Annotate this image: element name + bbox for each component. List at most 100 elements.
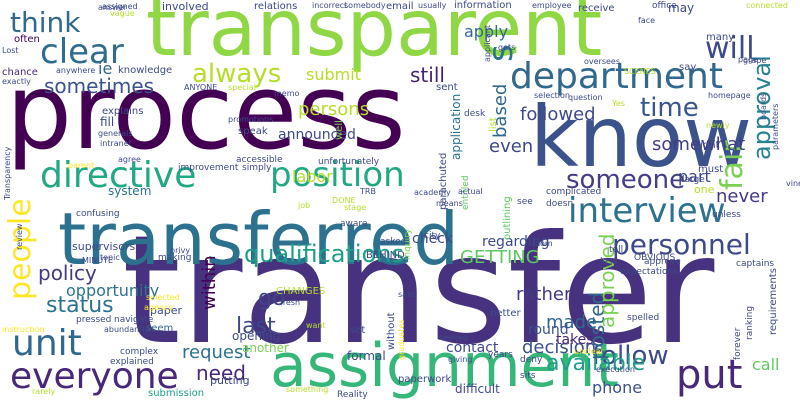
word: everyone: [10, 356, 179, 397]
word: department: [510, 56, 723, 97]
word: city: [424, 231, 441, 241]
word: question: [568, 93, 603, 102]
word: giving: [448, 355, 472, 364]
word: tell: [609, 245, 623, 255]
word: topic: [100, 253, 120, 262]
word: Reality: [337, 390, 368, 400]
word: aware: [340, 219, 368, 229]
word: abundantly: [104, 325, 150, 334]
word: large: [682, 175, 705, 185]
word: email: [386, 1, 414, 12]
word: may: [668, 1, 694, 15]
word: somewhat: [652, 134, 745, 155]
word: selected: [146, 293, 180, 302]
word: many: [706, 32, 734, 43]
word: outlining: [502, 196, 513, 240]
word: unfortunately: [318, 157, 380, 167]
word: rarely: [32, 387, 55, 396]
word: announced: [278, 127, 356, 143]
word: made: [546, 312, 597, 333]
word: fair: [715, 140, 750, 190]
word: page: [738, 55, 758, 64]
word: simply: [242, 163, 272, 173]
word: gets: [498, 43, 515, 52]
word: usually: [418, 1, 447, 10]
word: entitled: [461, 175, 471, 210]
word: follow: [592, 341, 669, 371]
word: difficult: [455, 382, 500, 396]
word: think: [10, 6, 81, 39]
word: one: [694, 183, 715, 196]
word: needed: [438, 333, 468, 342]
word: applicant: [483, 25, 492, 62]
word: pressed: [76, 315, 111, 325]
word: newly: [706, 121, 730, 130]
word: assigned: [102, 2, 138, 11]
word: navigate: [114, 315, 154, 325]
word: information: [454, 0, 512, 11]
word: want: [306, 321, 326, 330]
word: parachuted: [438, 153, 449, 210]
word: position: [270, 155, 405, 195]
word: unit: [12, 323, 82, 364]
word: parameters: [771, 104, 780, 150]
word: unless: [712, 210, 741, 220]
word: know: [530, 88, 752, 186]
word: SCENES: [624, 67, 656, 76]
word: less: [600, 257, 618, 267]
word: qualifications: [244, 240, 404, 268]
word: MINUTE: [82, 256, 113, 265]
word: deny: [520, 355, 543, 365]
word: decision: [522, 337, 596, 358]
word: never: [716, 186, 768, 207]
word: opening: [232, 329, 281, 343]
word: list: [488, 117, 499, 132]
word: another: [242, 341, 289, 355]
word: inquiry: [403, 228, 413, 260]
word: explains: [102, 106, 143, 117]
word: transparent: [146, 0, 602, 74]
word: explained: [110, 357, 154, 367]
word: receive: [578, 3, 615, 14]
word: OBVIOUS: [634, 253, 675, 263]
word: paperwork: [398, 374, 451, 385]
word: memo: [274, 89, 300, 98]
word: involved: [162, 0, 209, 13]
word: oversees: [584, 57, 620, 66]
word: followed: [520, 104, 596, 125]
word: promotions: [228, 115, 273, 124]
word: time: [640, 93, 699, 123]
word: exactly: [2, 77, 31, 86]
word: forever: [733, 327, 743, 360]
word: people: [3, 198, 38, 300]
word: Yes: [611, 99, 625, 108]
word: clear: [40, 32, 124, 72]
word: captains: [736, 259, 774, 269]
word: policy: [38, 261, 97, 285]
word: fresh: [280, 298, 300, 307]
word: submission: [148, 388, 204, 399]
word: privy: [170, 246, 190, 255]
word: contact: [446, 340, 499, 356]
word: connected: [746, 1, 788, 10]
word: face: [638, 16, 655, 25]
word: must: [698, 164, 723, 175]
word: something: [286, 385, 328, 394]
word: persons: [298, 99, 369, 120]
word: execution: [596, 365, 635, 374]
word: transferred: [58, 197, 459, 281]
word: opportunity: [66, 281, 159, 300]
word: stage: [344, 203, 366, 212]
word: part: [678, 167, 711, 186]
word: DONE: [332, 196, 356, 205]
word: application: [449, 94, 463, 160]
word: within: [199, 255, 220, 310]
word: ie: [98, 59, 112, 78]
word: TRB: [359, 187, 376, 196]
word: process: [6, 51, 406, 173]
word: employee: [532, 1, 572, 10]
word: office: [652, 1, 677, 11]
word: agency: [144, 303, 173, 312]
word: graduates: [397, 319, 406, 360]
